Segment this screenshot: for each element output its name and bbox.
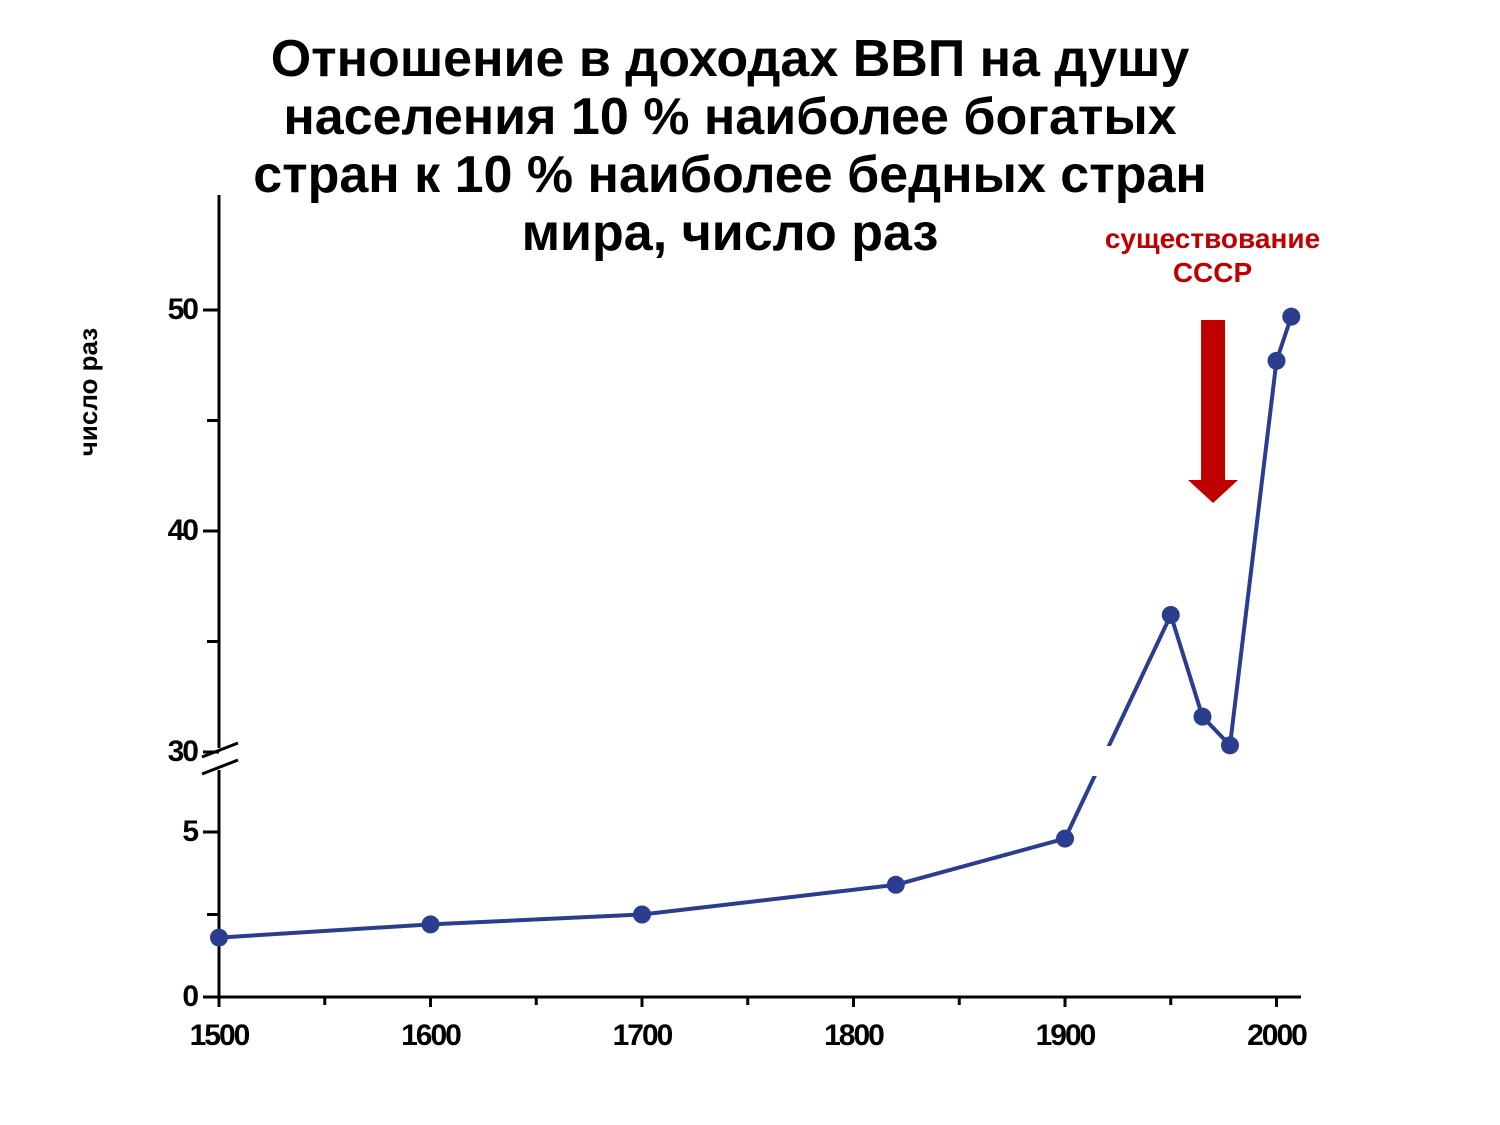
x-tick-label: 1500 (190, 1019, 250, 1052)
chart-title: Отношение в доходах ВВП на душу населени… (253, 30, 1207, 262)
data-point (421, 915, 440, 934)
x-tick-label: 1600 (401, 1019, 461, 1052)
data-point (1161, 605, 1180, 624)
data-point (886, 875, 905, 894)
ussr-annotation-label: существование СССР (1104, 223, 1321, 288)
x-tick-label: 1800 (824, 1019, 884, 1052)
axis-break-mark (201, 758, 239, 776)
data-point (1193, 707, 1212, 726)
y-tick-label: 0 (182, 980, 198, 1013)
y-tick-label: 40 (168, 514, 199, 547)
x-tick-label: 1900 (1036, 1019, 1096, 1052)
y-tick-label: 50 (168, 293, 199, 326)
axis-break-gap (1085, 746, 1125, 776)
data-point (210, 928, 228, 947)
x-tick-label: 2000 (1247, 1019, 1307, 1052)
annotation-arrow-shaft (1201, 320, 1226, 480)
data-point (1282, 307, 1301, 326)
annotation-arrow-head (1188, 480, 1239, 503)
data-point (1056, 829, 1074, 848)
y-tick-label: 5 (182, 815, 198, 848)
data-point (1220, 736, 1239, 755)
x-tick-label: 1700 (613, 1019, 673, 1052)
data-point (633, 905, 651, 924)
axis-break-mark (201, 741, 239, 759)
data-point (1267, 351, 1286, 370)
series-line (218, 315, 1294, 940)
y-tick-label: 30 (168, 735, 199, 768)
